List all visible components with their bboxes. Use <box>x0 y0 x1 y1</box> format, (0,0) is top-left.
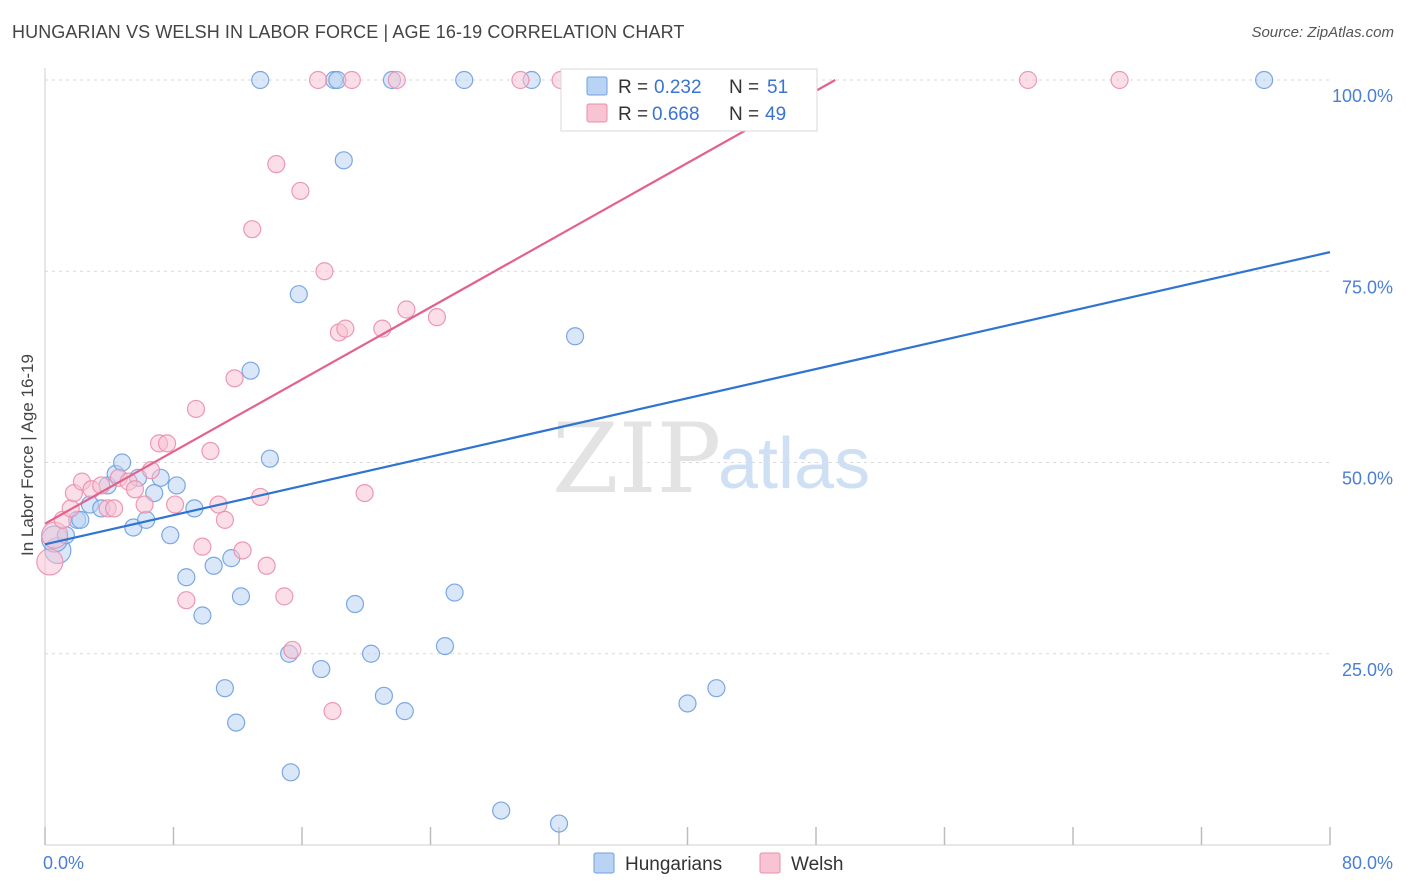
hungarians-point <box>395 702 414 721</box>
welsh-point <box>233 541 252 560</box>
welsh-point <box>387 70 406 90</box>
hungarians-point <box>260 449 279 468</box>
welsh-point <box>355 484 374 503</box>
legend-n-label: N = <box>729 104 759 125</box>
hungarians-point <box>289 285 308 304</box>
y-tick-label: 25.0% <box>1342 660 1393 680</box>
welsh-point <box>225 369 244 388</box>
y-tick-label: 50.0% <box>1342 469 1393 489</box>
welsh-point <box>342 70 361 90</box>
welsh-point <box>201 441 220 461</box>
y-tick-label: 100.0% <box>1332 86 1393 106</box>
bottom-legend-welsh: Welsh <box>791 854 843 875</box>
x-tick-label: 0.0% <box>43 853 84 873</box>
hungarians-point <box>361 644 381 663</box>
welsh-point <box>1018 70 1038 90</box>
welsh-point <box>267 155 286 174</box>
bottom-legend: Hungarians Welsh <box>593 852 843 875</box>
hungarians-point <box>707 679 726 698</box>
legend: R = 0.232 N = 51 R = 0.668 N = 49 <box>560 68 818 132</box>
axes <box>44 68 1331 846</box>
legend-r-label: R = <box>618 77 648 98</box>
welsh-point <box>36 548 64 576</box>
grid-lines <box>45 79 1330 655</box>
hungarians-point <box>374 686 394 705</box>
hungarians-point <box>549 814 569 833</box>
series-welsh-points <box>36 70 1129 721</box>
legend-r-value: 0.232 <box>654 77 702 98</box>
hungarians-point <box>193 606 212 625</box>
welsh-point <box>186 399 206 419</box>
trend-lines <box>44 79 1331 546</box>
hungarians-point <box>678 694 697 713</box>
hungarians-point <box>492 801 511 820</box>
hungarians-point <box>435 636 455 656</box>
welsh-point <box>283 640 302 660</box>
source-credit: Source: ZipAtlas.com <box>1251 24 1394 41</box>
hungarians-point <box>565 327 585 346</box>
welsh-point <box>1110 70 1129 90</box>
bottom-legend-hungarians: Hungarians <box>625 854 722 875</box>
y-tick-label: 75.0% <box>1342 277 1393 297</box>
watermark: ZIP atlas <box>552 403 870 515</box>
bottom-legend-swatch-hungarians <box>593 852 615 874</box>
bottom-legend-swatch-welsh <box>759 852 781 874</box>
welsh-point <box>166 495 185 514</box>
trend-line-welsh <box>44 79 836 525</box>
hungarians-point <box>231 587 251 606</box>
welsh-point <box>291 181 310 201</box>
watermark-atlas: atlas <box>718 424 870 504</box>
welsh-point <box>323 702 342 721</box>
hungarians-point <box>112 453 132 472</box>
hungarians-point <box>241 361 260 380</box>
hungarians-point <box>167 476 186 495</box>
hungarians-point <box>215 679 234 698</box>
hungarians-point <box>281 763 300 782</box>
hungarians-point <box>312 659 331 679</box>
hungarians-point <box>161 526 180 545</box>
welsh-point <box>315 262 334 281</box>
hungarians-point <box>455 70 474 90</box>
welsh-point <box>157 434 177 453</box>
welsh-point <box>135 495 154 514</box>
welsh-point <box>275 587 294 606</box>
legend-n-value: 51 <box>767 77 788 98</box>
legend-n-value: 49 <box>765 104 786 125</box>
hungarians-point <box>227 713 246 732</box>
welsh-point <box>511 70 530 90</box>
hungarians-point <box>204 556 223 575</box>
legend-swatch-hungarians <box>586 76 608 96</box>
hungarians-point <box>177 568 196 587</box>
welsh-point <box>336 319 355 338</box>
watermark-zip: ZIP <box>552 403 721 515</box>
y-axis-label: In Labor Force | Age 16-19 <box>18 354 37 556</box>
welsh-point <box>104 499 124 518</box>
legend-r-label: R = <box>618 104 648 125</box>
y-tick-labels: 25.0% 50.0% 75.0% 100.0% <box>1332 86 1393 680</box>
welsh-point <box>215 510 234 529</box>
welsh-point <box>308 70 328 90</box>
hungarians-point <box>445 583 464 602</box>
hungarians-point <box>251 70 270 90</box>
hungarians-point <box>345 594 365 614</box>
hungarians-point <box>334 151 353 170</box>
chart-title: HUNGARIAN VS WELSH IN LABOR FORCE | AGE … <box>12 22 685 42</box>
legend-n-label: N = <box>729 77 759 98</box>
welsh-point <box>427 308 447 327</box>
welsh-point <box>177 591 196 610</box>
welsh-point <box>397 300 416 319</box>
x-tick-label: 80.0% <box>1342 853 1393 873</box>
welsh-point <box>125 480 145 499</box>
welsh-point <box>193 537 212 556</box>
welsh-point <box>243 220 262 239</box>
hungarians-point <box>1255 70 1274 90</box>
welsh-point <box>257 556 276 575</box>
legend-swatch-welsh <box>586 103 608 123</box>
legend-r-value: 0.668 <box>652 104 700 125</box>
trend-line-hungarians <box>44 251 1331 546</box>
